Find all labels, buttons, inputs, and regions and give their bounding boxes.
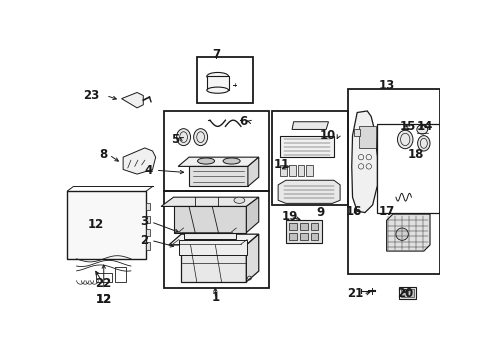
Polygon shape: [291, 122, 328, 130]
Polygon shape: [246, 234, 258, 282]
Polygon shape: [161, 197, 258, 206]
Polygon shape: [247, 157, 258, 186]
Bar: [297, 165, 304, 176]
Polygon shape: [122, 93, 143, 108]
Bar: [115, 266, 126, 282]
Bar: [288, 233, 296, 240]
Text: 13: 13: [378, 79, 394, 92]
Text: 15: 15: [399, 120, 415, 133]
Text: 3: 3: [140, 215, 148, 228]
Bar: [271, 111, 347, 205]
Text: 12: 12: [88, 218, 104, 231]
Bar: [358, 126, 375, 148]
Bar: [407, 289, 413, 297]
Polygon shape: [181, 245, 246, 282]
Polygon shape: [189, 166, 247, 186]
Bar: [310, 233, 318, 240]
Bar: [288, 223, 296, 230]
Polygon shape: [246, 197, 258, 233]
Bar: [347, 89, 439, 274]
Bar: [164, 191, 268, 288]
Polygon shape: [173, 206, 246, 233]
Text: 17: 17: [378, 204, 394, 217]
Ellipse shape: [206, 72, 228, 80]
Ellipse shape: [417, 136, 429, 151]
Text: 18: 18: [407, 148, 424, 161]
Bar: [164, 111, 268, 191]
Ellipse shape: [397, 130, 412, 149]
Polygon shape: [279, 136, 333, 157]
Bar: [96, 273, 111, 282]
Text: 11: 11: [273, 158, 289, 171]
Bar: [196, 57, 253, 103]
Bar: [398, 287, 415, 299]
Text: 5: 5: [171, 133, 179, 146]
Ellipse shape: [193, 129, 207, 145]
Bar: [305, 165, 312, 176]
Text: 8: 8: [99, 148, 107, 161]
Text: 7: 7: [212, 48, 220, 61]
Bar: [310, 223, 318, 230]
Polygon shape: [351, 111, 377, 213]
Bar: [288, 165, 295, 176]
Ellipse shape: [395, 228, 407, 240]
Bar: [146, 229, 150, 237]
Bar: [299, 233, 307, 240]
Bar: [285, 220, 321, 243]
Polygon shape: [123, 148, 155, 174]
Ellipse shape: [416, 125, 427, 134]
Ellipse shape: [206, 87, 228, 93]
Text: 1: 1: [211, 291, 219, 304]
Polygon shape: [178, 157, 258, 166]
Bar: [377, 124, 439, 213]
Text: 6: 6: [238, 115, 246, 128]
Text: 19: 19: [281, 210, 297, 223]
FancyBboxPatch shape: [353, 130, 360, 136]
Text: 16: 16: [345, 204, 362, 217]
Text: 22: 22: [96, 277, 112, 290]
Ellipse shape: [176, 129, 190, 145]
Bar: [146, 203, 150, 210]
Text: 20: 20: [397, 287, 413, 300]
Bar: [299, 223, 307, 230]
Text: 2: 2: [140, 234, 148, 247]
Text: 10: 10: [319, 129, 336, 142]
Bar: [146, 242, 150, 249]
Bar: [401, 289, 406, 297]
Bar: [206, 76, 228, 90]
Text: 12: 12: [96, 293, 112, 306]
Polygon shape: [386, 214, 429, 251]
Text: 14: 14: [416, 120, 433, 133]
Polygon shape: [168, 234, 258, 245]
Text: 12: 12: [96, 293, 112, 306]
Bar: [183, 228, 236, 239]
Bar: [280, 165, 287, 176]
Ellipse shape: [197, 158, 214, 164]
Text: 9: 9: [316, 206, 324, 219]
Bar: [179, 239, 246, 255]
Text: 21: 21: [346, 287, 363, 300]
Polygon shape: [278, 180, 340, 203]
Text: 23: 23: [83, 89, 100, 102]
Bar: [67, 191, 146, 259]
Ellipse shape: [233, 197, 244, 203]
Ellipse shape: [223, 158, 240, 164]
Bar: [146, 216, 150, 223]
Text: 4: 4: [144, 164, 152, 177]
